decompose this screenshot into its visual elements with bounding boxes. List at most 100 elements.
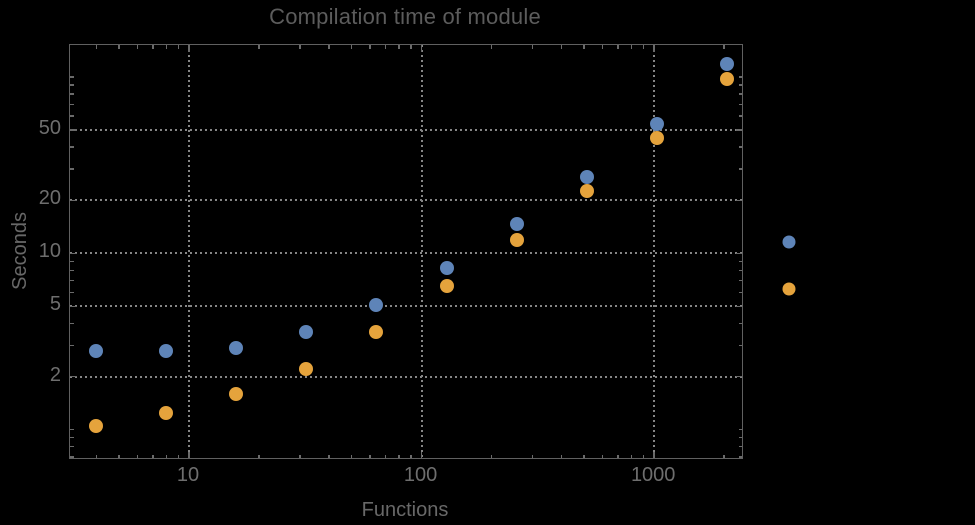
x-tick-mark: [384, 45, 387, 49]
x-tick-mark: [369, 454, 371, 458]
x-tick-mark: [136, 45, 139, 49]
y-tick-mark: [70, 115, 74, 117]
y-tick-label: 5: [49, 293, 61, 316]
data-point: [649, 117, 664, 132]
x-tick-mark: [165, 45, 168, 49]
gridline-vertical: [420, 45, 423, 458]
data-point: [159, 405, 174, 420]
x-tick-mark: [384, 454, 387, 458]
y-tick-mark: [738, 456, 742, 458]
data-point: [299, 324, 314, 339]
y-tick-mark: [738, 445, 742, 448]
x-tick-mark: [165, 454, 168, 458]
x-tick-mark: [299, 454, 301, 458]
y-tick-mark: [70, 168, 74, 170]
y-tick-mark: [738, 84, 742, 86]
data-point: [509, 217, 524, 232]
data-point: [439, 260, 454, 275]
y-tick-mark: [70, 84, 74, 86]
x-tick-mark: [723, 454, 725, 458]
y-tick-mark: [70, 279, 74, 282]
data-point: [229, 386, 244, 401]
y-tick-mark: [70, 305, 77, 308]
y-tick-label: 50: [38, 117, 61, 140]
x-tick-mark: [560, 45, 563, 49]
x-tick-mark: [152, 45, 154, 49]
data-point: [89, 343, 104, 358]
y-tick-mark: [738, 269, 742, 272]
legend-marker-icon: [782, 282, 796, 296]
x-tick-label: 10: [176, 464, 200, 486]
gridline-horizontal: [70, 129, 742, 132]
x-tick-mark: [630, 45, 633, 49]
x-tick-mark: [420, 45, 423, 52]
y-tick-mark: [738, 103, 742, 106]
plot-area: [69, 44, 743, 459]
x-tick-mark: [653, 451, 655, 458]
data-point: [159, 343, 174, 358]
x-tick-mark: [328, 454, 330, 458]
y-tick-mark: [738, 428, 742, 431]
x-tick-mark: [350, 45, 353, 49]
y-tick-mark: [70, 322, 74, 325]
data-point: [509, 233, 524, 247]
x-tick-mark: [583, 45, 585, 49]
x-tick-mark: [177, 45, 180, 49]
y-tick-mark: [70, 375, 77, 378]
y-tick-mark: [70, 436, 74, 439]
y-tick-mark: [735, 129, 742, 131]
x-tick-mark: [398, 454, 400, 458]
gridline-horizontal: [70, 252, 742, 255]
y-tick-mark: [738, 260, 742, 263]
y-tick-mark: [70, 252, 77, 255]
y-tick-mark: [70, 291, 74, 294]
y-tick-mark: [70, 260, 74, 263]
x-tick-mark: [653, 45, 655, 52]
x-tick-mark: [490, 454, 493, 458]
x-tick-mark: [490, 45, 493, 49]
x-tick-mark: [398, 45, 400, 49]
data-point: [719, 72, 734, 87]
y-tick-mark: [70, 93, 74, 95]
x-tick-mark: [531, 45, 534, 49]
y-tick-mark: [735, 305, 742, 308]
data-point: [719, 57, 734, 72]
x-tick-mark: [136, 454, 139, 458]
y-tick-mark: [738, 436, 742, 439]
x-tick-mark: [258, 454, 260, 458]
legend-marker-icon: [782, 235, 796, 249]
x-tick-mark: [95, 454, 98, 458]
y-tick-mark: [738, 146, 742, 148]
x-tick-mark: [328, 45, 330, 49]
y-tick-mark: [738, 115, 742, 117]
y-tick-mark: [738, 344, 742, 347]
x-tick-mark: [617, 45, 619, 49]
x-tick-mark: [583, 454, 585, 458]
x-tick-mark: [410, 454, 412, 458]
data-point: [89, 418, 104, 433]
x-tick-mark: [152, 454, 154, 458]
x-tick-mark: [299, 45, 301, 49]
data-point: [649, 131, 664, 146]
y-tick-mark: [70, 456, 74, 458]
y-tick-mark: [738, 322, 742, 325]
gridline-horizontal: [70, 375, 742, 378]
y-tick-mark: [70, 269, 74, 272]
y-tick-label: 20: [38, 187, 61, 210]
y-tick-mark: [70, 129, 77, 131]
y-tick-mark: [70, 76, 74, 78]
data-point: [299, 362, 314, 377]
x-tick-mark: [642, 45, 645, 49]
x-tick-mark: [531, 454, 534, 458]
y-tick-mark: [70, 103, 74, 106]
x-tick-mark: [177, 454, 180, 458]
x-tick-label: 1000: [630, 464, 676, 486]
x-tick-mark: [188, 45, 190, 52]
x-tick-mark: [369, 45, 371, 49]
x-tick-mark: [420, 451, 423, 458]
gridline-horizontal: [70, 305, 742, 308]
data-point: [579, 183, 594, 198]
gridline-vertical: [187, 45, 190, 458]
y-tick-mark: [738, 168, 742, 170]
y-tick-mark: [70, 199, 77, 201]
